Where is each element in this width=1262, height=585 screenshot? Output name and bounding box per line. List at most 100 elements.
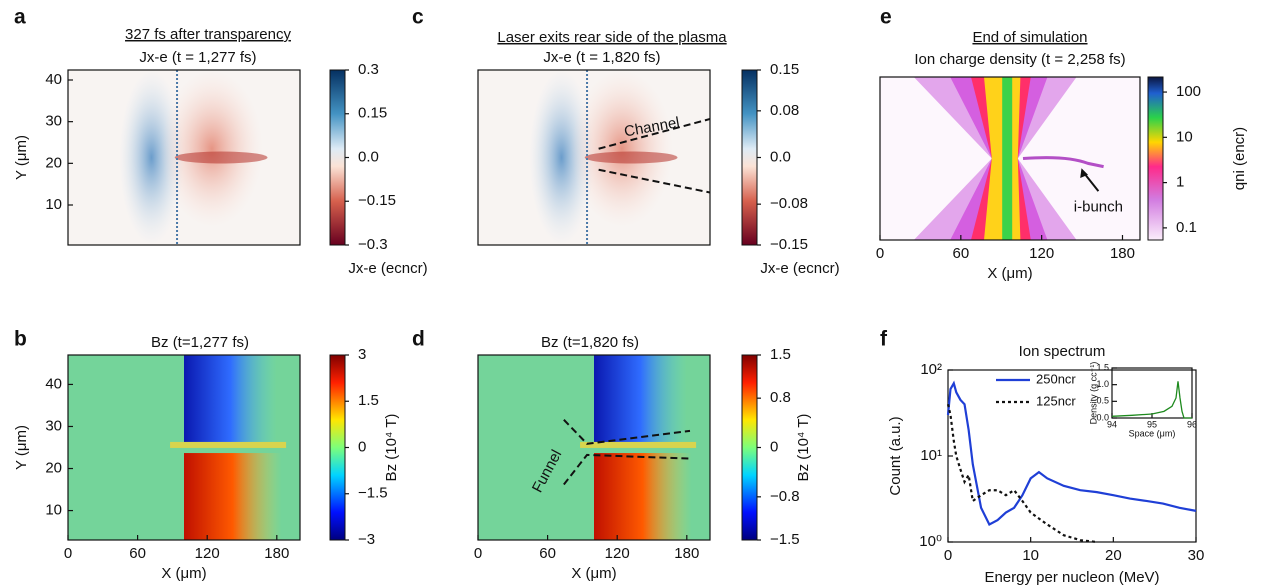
y-axis-label: Density (g cc⁻¹) xyxy=(1088,362,1098,425)
panel-letter: c xyxy=(412,6,424,29)
field-bunch xyxy=(1022,156,1104,169)
colorbar-tick-label: 0.0 xyxy=(358,148,379,165)
y-tick-label: 1.5 xyxy=(1096,362,1109,372)
colorbar-tick-label: −1.5 xyxy=(358,485,388,502)
x-tick-label: 60 xyxy=(129,545,146,562)
colorbar-tick-label: 1.5 xyxy=(770,346,791,363)
field-blue xyxy=(184,355,277,442)
colorbar-label: Jx-e (ecncr) xyxy=(348,260,427,277)
y-tick-label: 40 xyxy=(45,375,62,392)
x-tick-label: 30 xyxy=(1188,547,1205,564)
field-image xyxy=(478,355,710,540)
subtitle: Ion charge density (t = 2,258 fs) xyxy=(914,51,1125,68)
colorbar-tick-label: 1.5 xyxy=(358,392,379,409)
x-tick-label: 180 xyxy=(264,545,289,562)
y-tick-label: 0.5 xyxy=(1096,396,1109,406)
colorbar-tick-label: 0 xyxy=(770,438,778,455)
x-tick-label: 0 xyxy=(64,545,72,562)
panel-title: 327 fs after transparency xyxy=(125,26,291,43)
panel-title: End of simulation xyxy=(972,29,1087,46)
x-axis-label: X (μm) xyxy=(987,265,1032,282)
x-tick-label: 96 xyxy=(1187,419,1197,429)
x-tick-label: 94 xyxy=(1107,419,1117,429)
panel-title: Ion spectrum xyxy=(1019,343,1106,360)
y-axis-label: Y (μm) xyxy=(13,135,30,180)
plot-frame xyxy=(67,69,301,246)
field-red xyxy=(594,453,692,540)
colorbar xyxy=(329,354,346,541)
dash-line xyxy=(563,453,691,486)
colorbar-tick-label: 0.1 xyxy=(1176,219,1197,236)
x-tick-label: 95 xyxy=(1147,419,1157,429)
x-tick-label: 120 xyxy=(195,545,220,562)
colorbar-tick-label: −0.8 xyxy=(770,488,800,505)
field-red xyxy=(160,70,263,228)
field-core xyxy=(1002,77,1013,240)
field-red xyxy=(570,70,673,228)
x-tick-label: 180 xyxy=(674,545,699,562)
x-tick-label: 0 xyxy=(474,545,482,562)
x-tick-label: 120 xyxy=(1029,245,1054,262)
y-tick-label: 0.0 xyxy=(1096,412,1109,422)
colorbar-tick-label: 10 xyxy=(1176,128,1193,145)
x-axis-label: X (μm) xyxy=(161,565,206,582)
y-axis-label: Count (a.u.) xyxy=(887,416,904,495)
plot-frame xyxy=(879,76,1141,241)
subtitle: Jx-e (t = 1,277 fs) xyxy=(139,49,256,66)
y-tick-label: 20 xyxy=(45,459,62,476)
colorbar-tick-label: −0.15 xyxy=(770,236,808,253)
legend-label: 250ncr xyxy=(1036,371,1076,386)
x-tick-label: 60 xyxy=(539,545,556,562)
colorbar-tick-label: 3 xyxy=(358,346,366,363)
subtitle: Jx-e (t = 1,820 fs) xyxy=(543,49,660,66)
series-line xyxy=(946,380,1197,526)
plot-frame xyxy=(477,354,711,541)
y-tick-label: 10 xyxy=(45,502,62,519)
y-tick-label: 40 xyxy=(45,71,62,88)
x-tick-label: 60 xyxy=(952,245,969,262)
colorbar-label: Bz (10⁴ T) xyxy=(383,414,400,482)
colorbar-tick-label: 0.0 xyxy=(770,148,791,165)
colorbar-label: Jx-e (ecncr) xyxy=(760,260,839,277)
colorbar-tick-label: −3 xyxy=(358,531,375,548)
panel-letter: d xyxy=(412,328,425,351)
arrow-head xyxy=(1080,168,1088,179)
annotation: i-bunch xyxy=(1074,198,1123,215)
field-red xyxy=(184,453,282,540)
panel-title: Bz (t=1,820 fs) xyxy=(541,334,639,351)
panel-title: Bz (t=1,277 fs) xyxy=(151,334,249,351)
colorbar-tick-label: 0.3 xyxy=(358,61,379,78)
colorbar-label: Bz (10⁴ T) xyxy=(795,414,812,482)
colorbar-tick-label: −0.08 xyxy=(770,195,808,212)
field-image xyxy=(68,70,300,245)
x-tick-label: 10 xyxy=(1022,547,1039,564)
y-tick-label: 10⁰ xyxy=(919,533,942,550)
panel-letter: e xyxy=(880,6,892,29)
field-core xyxy=(584,151,678,164)
colorbar-tick-label: −1.5 xyxy=(770,531,800,548)
y-tick-label: 10¹ xyxy=(920,447,942,464)
x-tick-label: 120 xyxy=(605,545,630,562)
colorbar-tick-label: 0.15 xyxy=(358,105,387,122)
y-tick-label: 10 xyxy=(45,196,62,213)
panel-letter: b xyxy=(14,328,27,351)
plot-frame xyxy=(477,69,711,246)
colorbar-tick-label: 0 xyxy=(358,438,366,455)
x-tick-label: 0 xyxy=(876,245,884,262)
plot-frame xyxy=(67,354,301,541)
field-image xyxy=(68,355,300,540)
colorbar-tick-label: 0.08 xyxy=(770,102,799,119)
colorbar-tick-label: 100 xyxy=(1176,83,1201,100)
colorbar xyxy=(741,354,758,541)
y-tick-label: 10² xyxy=(920,361,942,378)
field-blue xyxy=(594,355,687,442)
dash-line xyxy=(598,118,710,150)
x-axis-label: Energy per nucleon (MeV) xyxy=(984,569,1159,585)
x-tick-label: 180 xyxy=(1110,245,1135,262)
panel-letter: f xyxy=(880,328,888,351)
colorbar-tick-label: 1 xyxy=(1176,174,1184,191)
colorbar xyxy=(1147,76,1164,241)
y-tick-label: 30 xyxy=(45,417,62,434)
legend-label: 125ncr xyxy=(1036,393,1076,408)
